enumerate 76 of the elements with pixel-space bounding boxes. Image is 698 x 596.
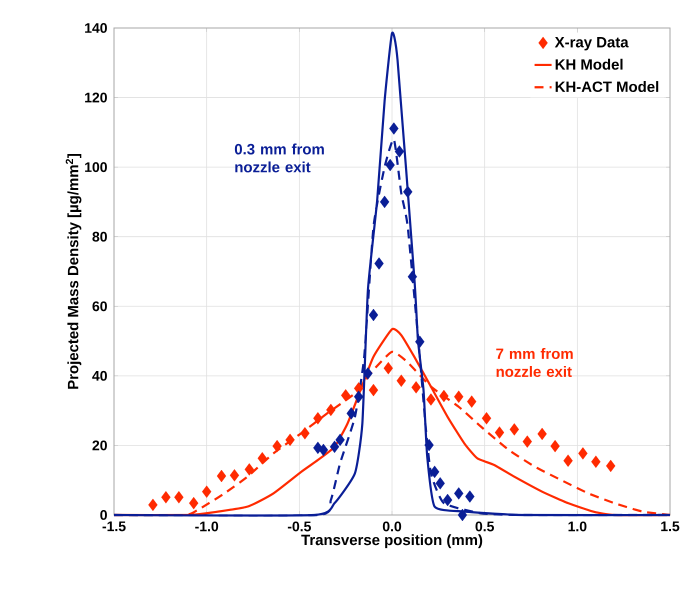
point	[394, 145, 404, 158]
point	[374, 257, 384, 270]
point	[368, 308, 378, 322]
y-tick-label: 40	[92, 370, 107, 381]
legend-label: KH Model	[556, 58, 623, 70]
point	[389, 122, 399, 135]
point	[244, 463, 254, 476]
y-tick-label: 80	[92, 232, 107, 242]
point	[216, 470, 226, 482]
point	[403, 186, 412, 198]
point	[161, 491, 171, 504]
point	[550, 440, 560, 452]
point	[494, 426, 504, 439]
point	[467, 395, 476, 408]
y-tick-label: 100	[85, 162, 107, 172]
point	[563, 454, 573, 467]
x-axis-title: Transverse position (mm)	[301, 534, 482, 548]
point	[465, 490, 475, 503]
point	[436, 477, 445, 490]
x-tick-label: 1.0	[568, 521, 586, 532]
point	[442, 494, 452, 506]
point	[510, 423, 520, 436]
point	[591, 456, 601, 468]
point	[458, 508, 468, 522]
point	[148, 498, 158, 512]
point	[313, 412, 323, 424]
x-tick-label: 0.0	[382, 521, 402, 532]
point	[340, 389, 350, 402]
point	[258, 452, 267, 464]
y-tick-label: 60	[92, 301, 107, 312]
point	[354, 390, 364, 403]
x-tick-label: -1.5	[102, 521, 126, 532]
point	[537, 428, 547, 440]
point	[606, 460, 616, 472]
point	[368, 384, 378, 396]
point	[454, 487, 464, 500]
annotation: 0.3 mm from nozzle exit	[234, 144, 324, 172]
point	[454, 390, 464, 403]
point	[202, 486, 212, 498]
point	[426, 393, 436, 406]
point	[385, 158, 395, 172]
x-tick-label: -1.0	[195, 521, 218, 532]
point	[384, 362, 393, 374]
y-axis-title: Projected Mass Density [µg/mm$^{2}$]	[66, 154, 82, 389]
point	[380, 196, 390, 208]
y-tick-label: 140	[85, 23, 107, 33]
point	[174, 491, 184, 504]
point	[335, 434, 345, 446]
point	[415, 336, 424, 348]
point	[396, 374, 406, 387]
point	[346, 407, 356, 420]
point	[578, 447, 588, 460]
y-tick-label: 120	[85, 92, 107, 102]
x-tick-label: 1.5	[661, 521, 680, 532]
point	[326, 404, 336, 416]
annotation: 7 mm from nozzle exit	[496, 348, 573, 377]
point	[439, 390, 449, 402]
y-tick-label: 20	[92, 440, 107, 450]
x-tick-label: -0.5	[288, 521, 311, 532]
point	[230, 469, 240, 482]
point	[330, 440, 340, 453]
point	[285, 434, 295, 446]
point	[411, 381, 421, 394]
point	[424, 438, 434, 452]
point	[363, 367, 373, 380]
point	[318, 444, 328, 456]
y-tick-label: 0	[100, 510, 107, 520]
point	[189, 496, 198, 510]
point	[300, 427, 310, 440]
point	[482, 412, 492, 424]
point	[522, 435, 532, 448]
legend-label: X-ray Data	[554, 37, 629, 50]
point	[408, 270, 418, 283]
legend-label: KH-ACT Model	[556, 81, 658, 92]
x-tick-label: 0.5	[476, 521, 494, 532]
point	[272, 440, 282, 452]
